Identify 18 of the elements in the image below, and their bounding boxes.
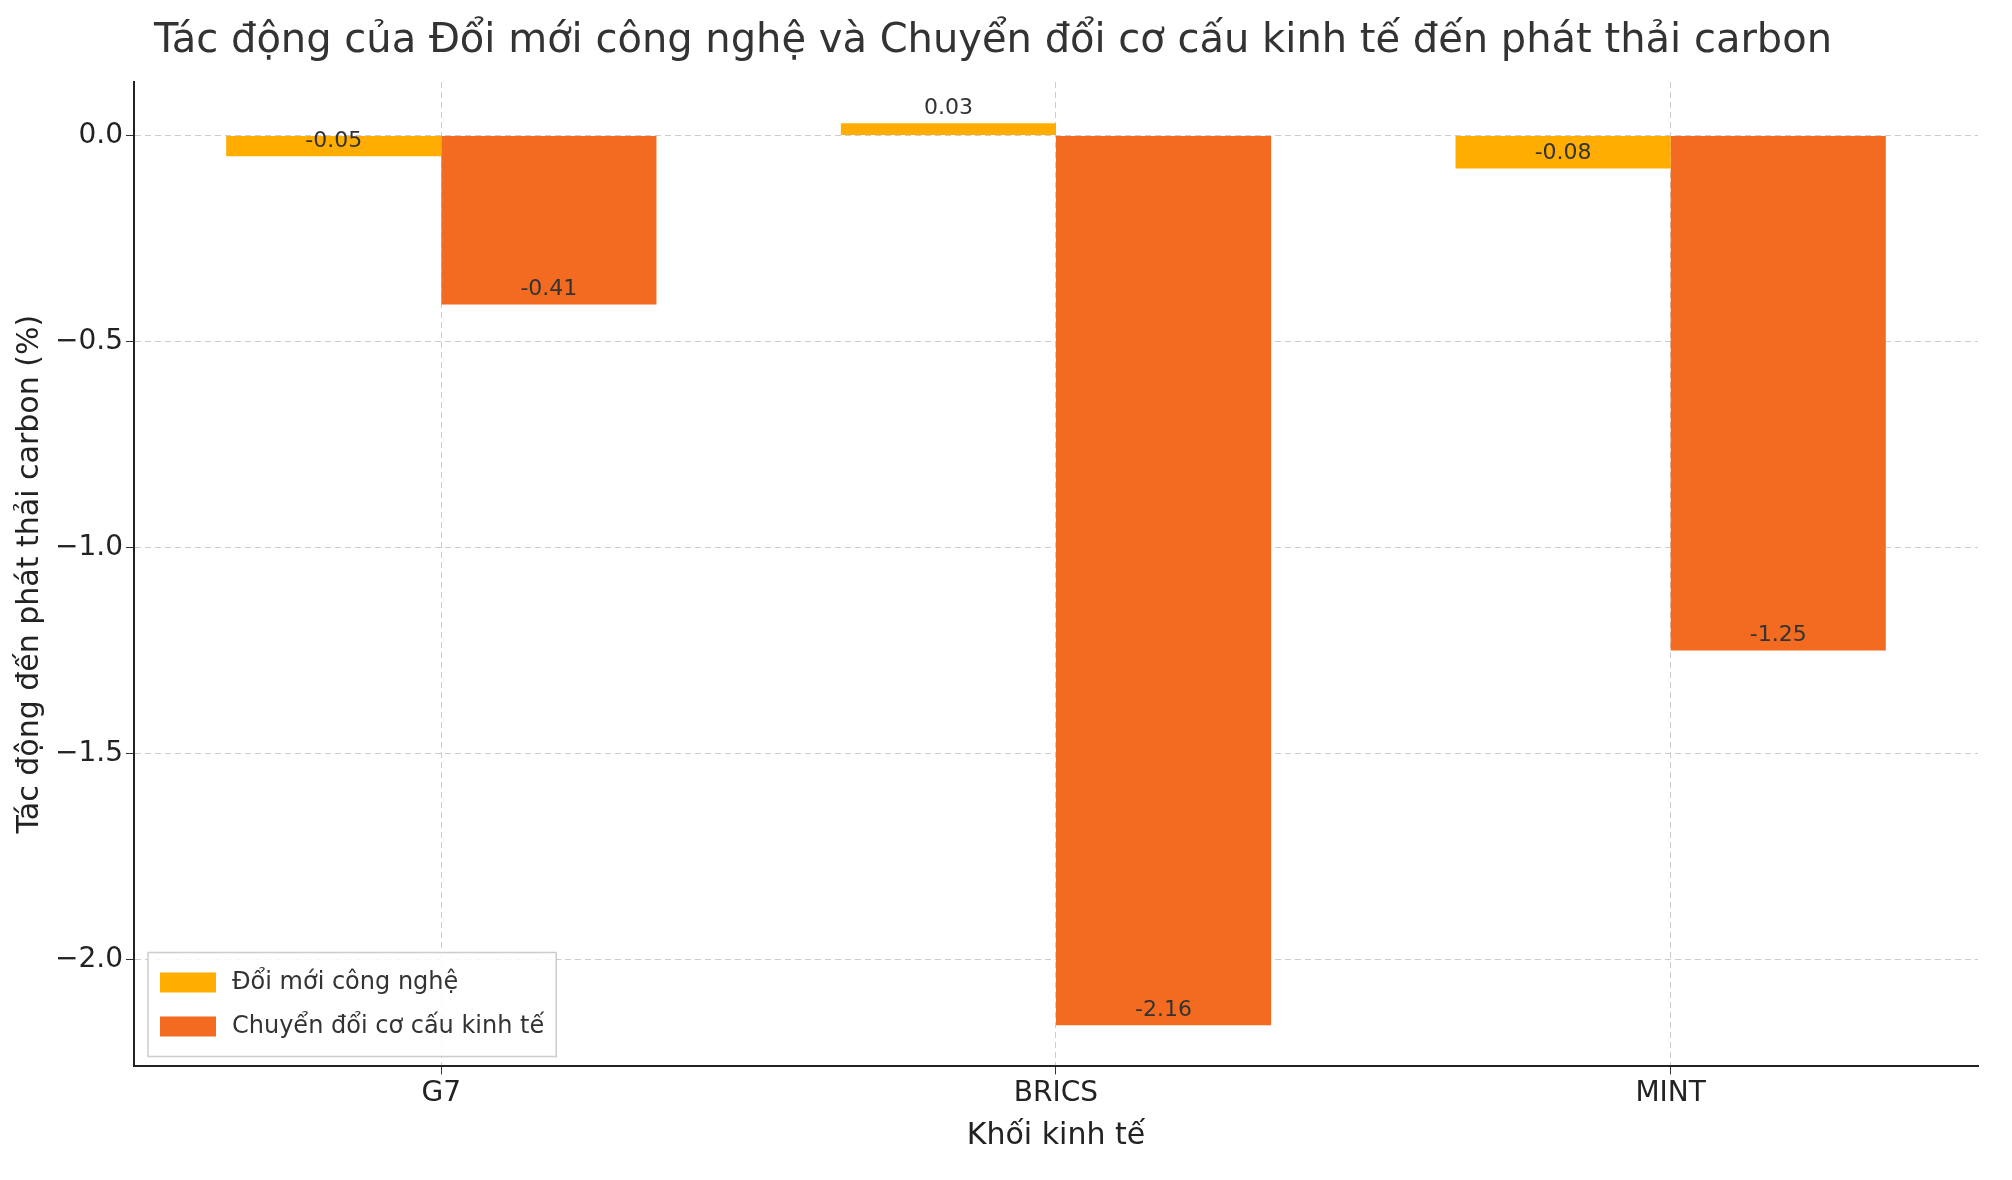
y-axis-title: Tác động đến phát thải carbon (%) bbox=[9, 314, 45, 835]
data-label: -1.25 bbox=[1749, 621, 1807, 647]
legend-label: Chuyển đổi cơ cấu kinh tế bbox=[231, 1010, 545, 1039]
y-tick-label: −1.5 bbox=[54, 734, 123, 768]
data-label: -2.16 bbox=[1135, 995, 1193, 1021]
x-tick-label: MINT bbox=[1635, 1075, 1707, 1109]
data-label: -0.08 bbox=[1534, 139, 1592, 165]
y-tick-label: −1.0 bbox=[54, 528, 123, 562]
y-tick-label: −2.0 bbox=[54, 940, 123, 974]
x-tick-label: BRICS bbox=[1013, 1075, 1099, 1109]
y-tick-label: 0.0 bbox=[78, 116, 123, 150]
data-label: -0.41 bbox=[520, 275, 578, 301]
legend-label: Đổi mới công nghệ bbox=[231, 966, 459, 995]
x-axis-title: Khối kinh tế bbox=[966, 1115, 1146, 1151]
data-label: 0.03 bbox=[923, 93, 973, 119]
chart-title: Tác động của Đổi mới công nghệ và Chuyển đổi cơ cấu kinh tế đến phát thải carbon bbox=[152, 15, 1833, 62]
x-tick-label: G7 bbox=[421, 1075, 462, 1109]
y-tick-label: −0.5 bbox=[54, 322, 123, 356]
